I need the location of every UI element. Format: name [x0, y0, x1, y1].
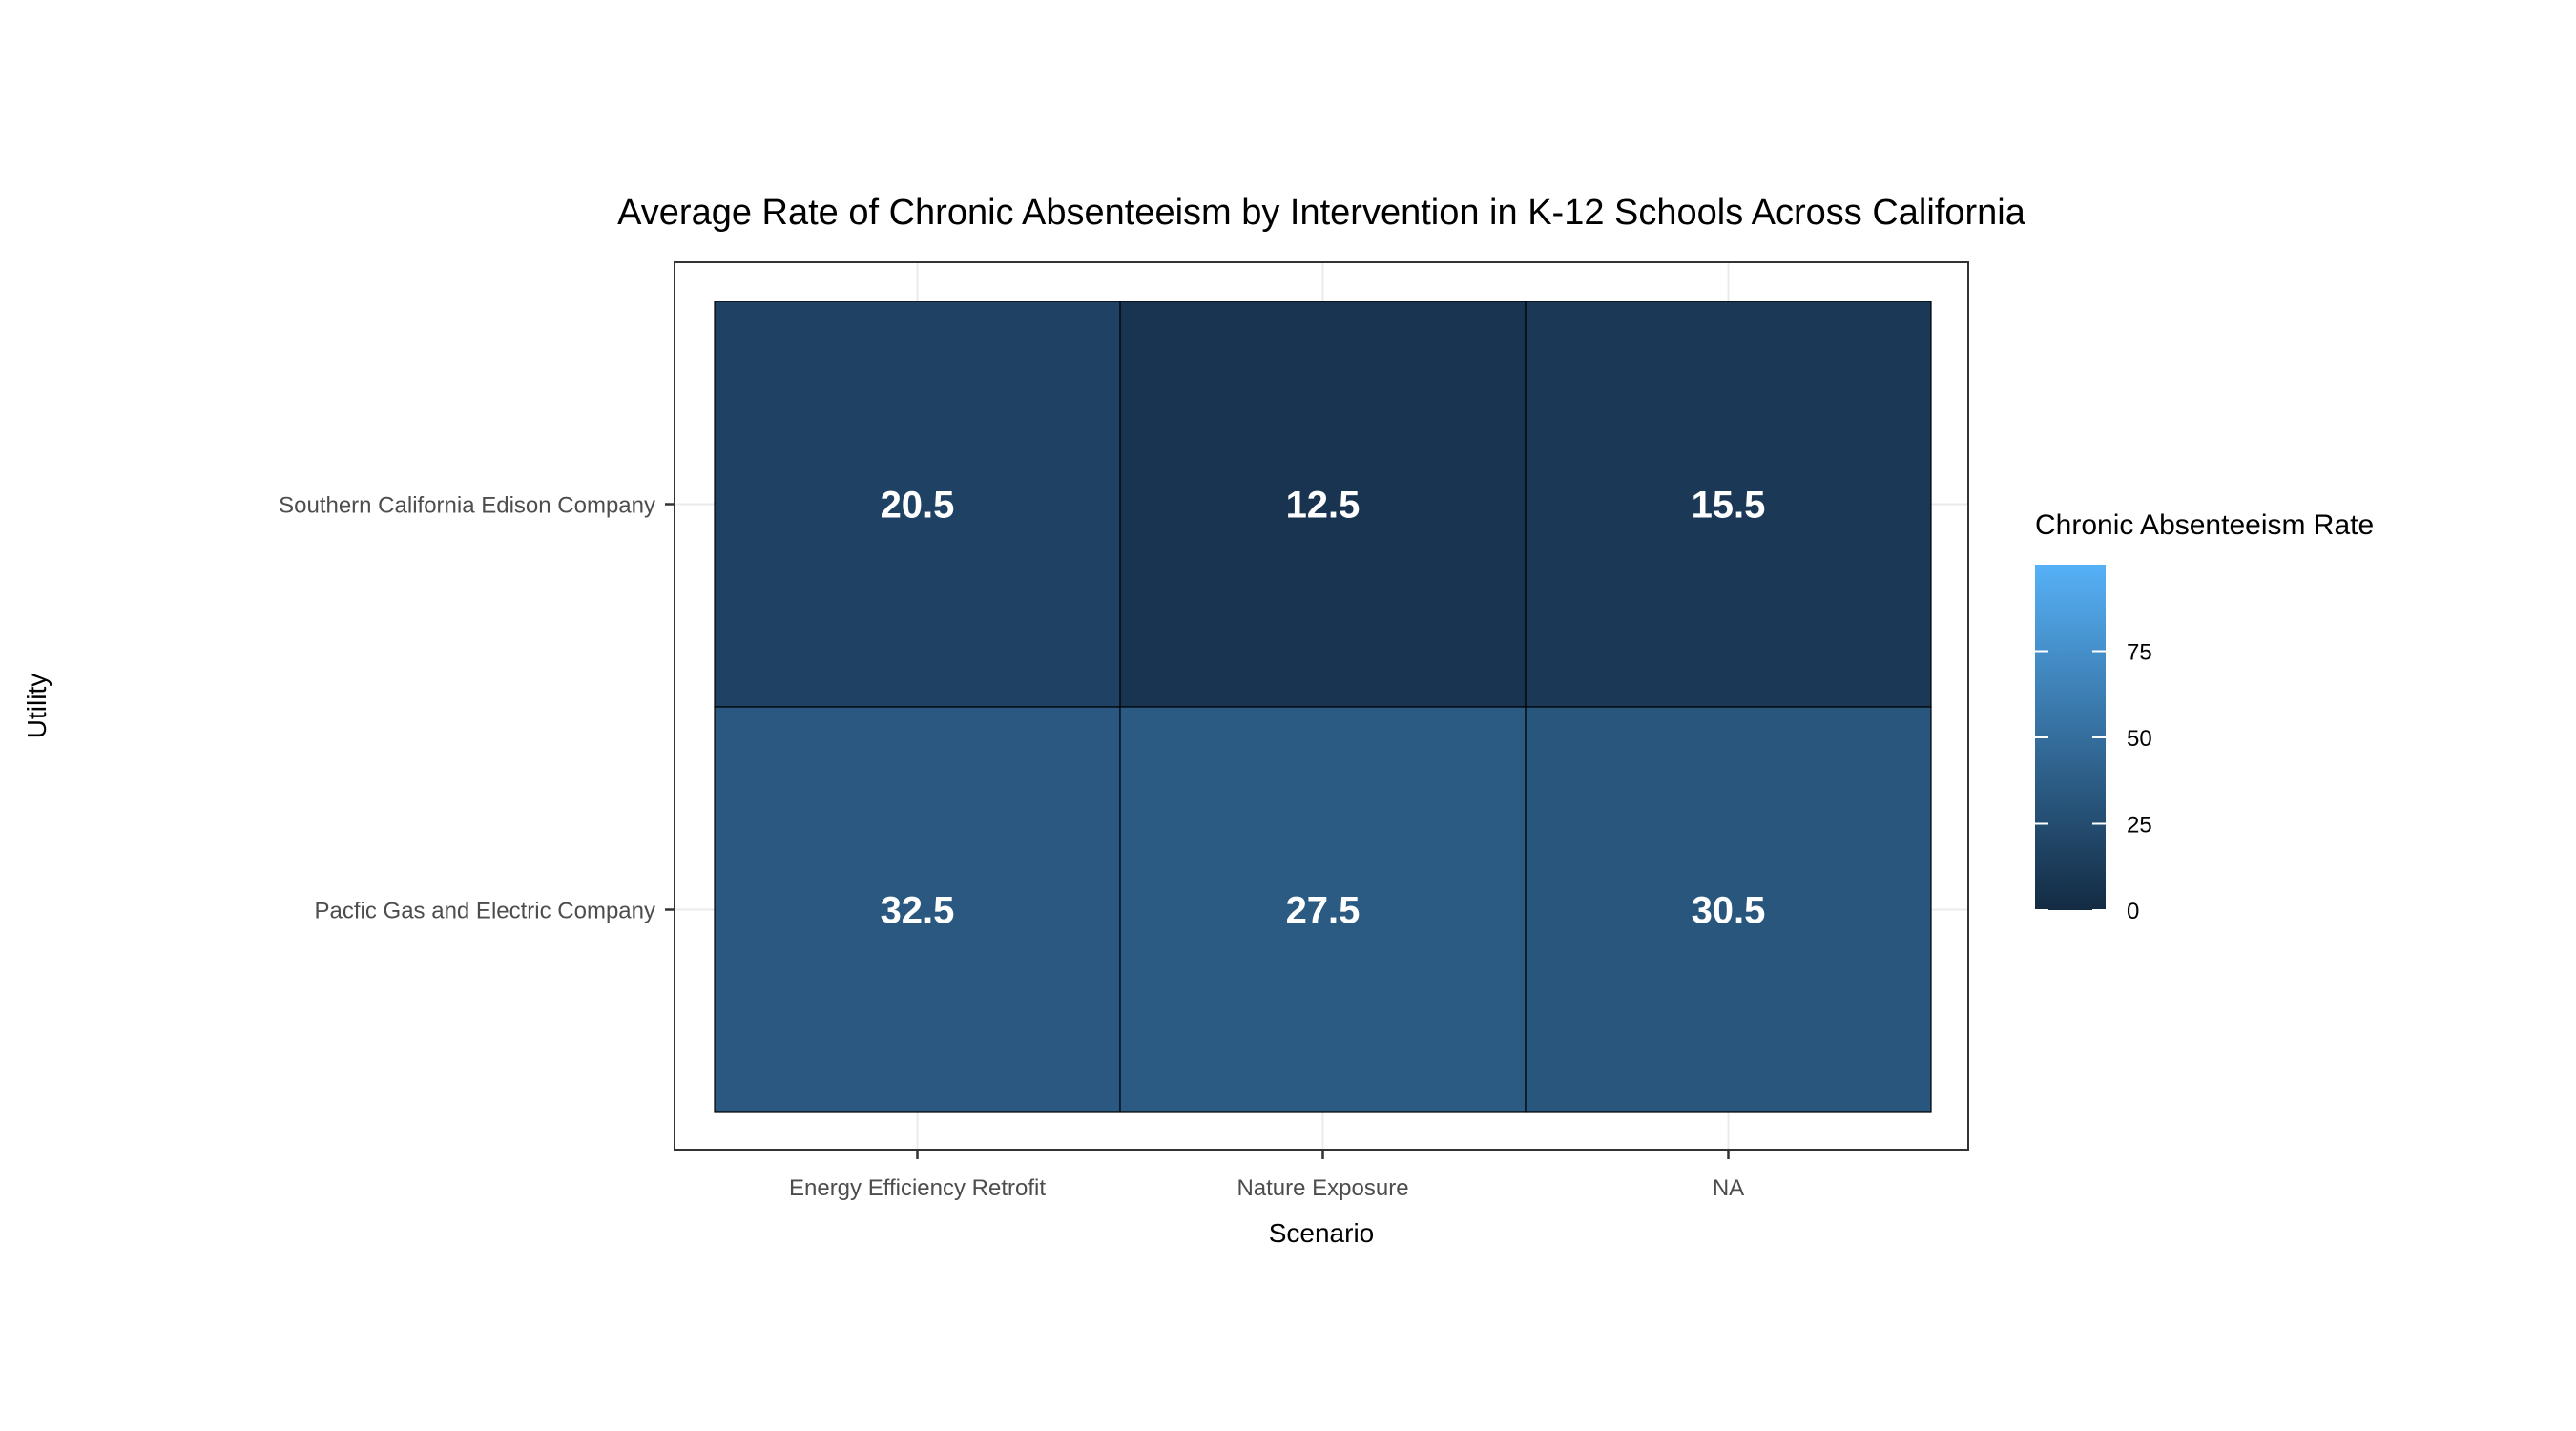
x-tick-label: Energy Efficiency Retrofit	[789, 1175, 1046, 1201]
heatmap-cell	[1119, 301, 1527, 708]
legend-tick-label: 25	[2127, 813, 2152, 839]
heatmap-cell	[1119, 706, 1527, 1113]
cell-value-label: 27.5	[1286, 890, 1361, 932]
panel-border	[674, 261, 1969, 1151]
cell-value-label: 15.5	[1692, 485, 1766, 527]
x-tick-label: Nature Exposure	[1236, 1175, 1408, 1201]
x-tick-label: NA	[1713, 1175, 1744, 1201]
x-axis: Energy Efficiency Retrofit Nature Exposur…	[789, 1150, 1744, 1201]
legend-ticks: 0 25 50 75	[2035, 640, 2152, 924]
y-tick-label: Pacfic Gas and Electric Company	[315, 899, 655, 924]
cell-value-label: 30.5	[1692, 890, 1766, 932]
color-legend: Chronic Absenteeism Rate 0 25 50 75	[2035, 509, 2374, 924]
y-axis: Pacfic Gas and Electric Company Southern …	[279, 493, 675, 924]
cell-value-label: 32.5	[881, 890, 955, 932]
heatmap-cell	[714, 301, 1121, 708]
chart-title: Average Rate of Chronic Absenteeism by I…	[617, 193, 2026, 233]
heatmap-cell	[1525, 301, 1932, 708]
cell-value-label: 12.5	[1286, 485, 1361, 527]
legend-tick-label: 75	[2127, 640, 2152, 666]
legend-tick-label: 50	[2127, 726, 2152, 752]
x-axis-title: Scenario	[1269, 1218, 1375, 1248]
y-axis-title: Utility	[22, 674, 52, 738]
legend-tick-label: 0	[2127, 899, 2139, 924]
heatmap-cell	[1525, 706, 1932, 1113]
cell-value-label: 20.5	[881, 485, 955, 527]
heatmap-cells: 20.5 12.5 15.5 32.5 27.5 30.5	[674, 261, 1969, 1151]
legend-title: Chronic Absenteeism Rate	[2035, 509, 2374, 541]
y-tick-label: Southern California Edison Company	[279, 493, 655, 519]
